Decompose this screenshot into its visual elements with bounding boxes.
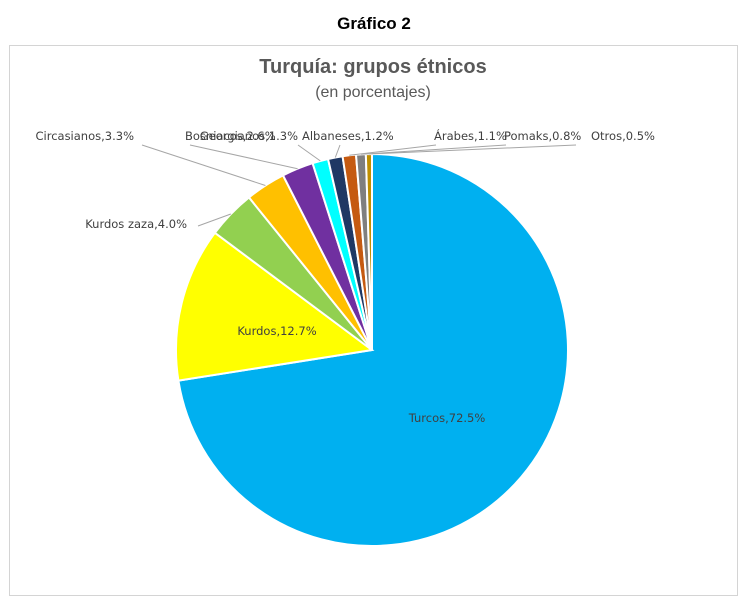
slice-label: Kurdos,12.7% — [237, 324, 316, 338]
slice-label: Turcos,72.5% — [408, 411, 486, 425]
chart-title: Turquía: grupos étnicos — [259, 56, 486, 78]
leader-line — [197, 213, 231, 227]
leader-line — [349, 144, 437, 156]
leader-line — [189, 144, 298, 170]
leader-line — [360, 144, 507, 155]
chart-subtitle: (en porcentajes) — [315, 84, 431, 101]
slice-label: Albaneses,1.2% — [302, 129, 394, 143]
pie-slice-kurdos — [175, 231, 375, 382]
leader-line — [368, 144, 577, 155]
slice-label: Circasianos,3.3% — [36, 129, 135, 143]
page-heading: Gráfico 2 — [337, 14, 411, 33]
slice-label: Otros,0.5% — [591, 129, 655, 143]
slice-label: Kurdos zaza,4.0% — [85, 217, 187, 231]
slice-label: Georgianos,1.3% — [200, 129, 298, 143]
slice-label: Pomaks,0.8% — [504, 129, 581, 143]
leader-line — [297, 144, 321, 162]
slice-label: Bosniacos,2.6% — [185, 129, 276, 143]
leader-line — [334, 144, 341, 158]
leader-line — [141, 144, 266, 186]
slice-label: Árabes,1.1% — [434, 128, 507, 143]
